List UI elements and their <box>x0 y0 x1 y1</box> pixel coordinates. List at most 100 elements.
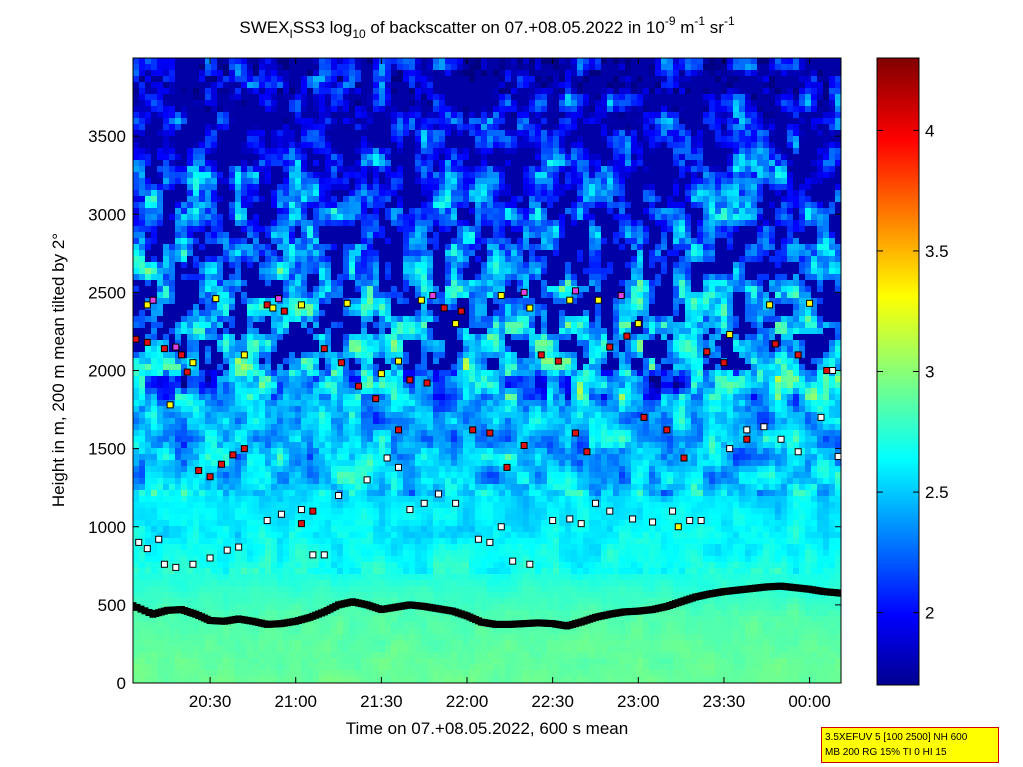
heatmap-cell <box>211 634 217 640</box>
heatmap-cell <box>133 202 139 208</box>
heatmap-cell <box>409 106 415 112</box>
heatmap-cell <box>331 640 337 646</box>
heatmap-cell <box>187 262 193 268</box>
heatmap-cell <box>379 328 385 334</box>
heatmap-cell <box>277 130 283 136</box>
heatmap-cell <box>367 364 373 370</box>
heatmap-cell <box>217 628 223 634</box>
heatmap-cell <box>361 526 367 532</box>
heatmap-cell <box>271 586 277 592</box>
heatmap-cell <box>379 70 385 76</box>
heatmap-cell <box>265 412 271 418</box>
heatmap-cell <box>217 538 223 544</box>
heatmap-cell <box>295 166 301 172</box>
heatmap-cell <box>343 616 349 622</box>
heatmap-cell <box>355 106 361 112</box>
heatmap-cell <box>373 400 379 406</box>
heatmap-cell <box>139 484 145 490</box>
heatmap-cell <box>331 490 337 496</box>
heatmap-cell <box>169 460 175 466</box>
heatmap-cell <box>139 214 145 220</box>
heatmap-cell <box>349 616 355 622</box>
heatmap-cell <box>349 286 355 292</box>
heatmap-cell <box>235 604 241 610</box>
heatmap-cell <box>187 310 193 316</box>
heatmap-cell <box>397 250 403 256</box>
heatmap-cell <box>235 568 241 574</box>
heatmap-cell <box>313 490 319 496</box>
heatmap-cell <box>193 136 199 142</box>
heatmap-cell <box>235 178 241 184</box>
heatmap-cell <box>229 118 235 124</box>
heatmap-cell <box>295 370 301 376</box>
heatmap-cell <box>385 298 391 304</box>
heatmap-cell <box>265 88 271 94</box>
heatmap-cell <box>289 610 295 616</box>
heatmap-cell <box>391 292 397 298</box>
heatmap-cell <box>367 352 373 358</box>
heatmap-cell <box>385 160 391 166</box>
heatmap-cell <box>415 268 421 274</box>
heatmap-cell <box>409 124 415 130</box>
heatmap-cell <box>283 502 289 508</box>
heatmap-cell <box>187 550 193 556</box>
heatmap-cell <box>259 334 265 340</box>
heatmap-cell <box>373 334 379 340</box>
heatmap-cell <box>313 112 319 118</box>
heatmap-cell <box>181 664 187 670</box>
heatmap-cell <box>217 604 223 610</box>
heatmap-cell <box>337 184 343 190</box>
heatmap-cell <box>277 190 283 196</box>
heatmap-cell <box>175 76 181 82</box>
heatmap-cell <box>313 496 319 502</box>
heatmap-cell <box>229 442 235 448</box>
heatmap-cell <box>319 514 325 520</box>
heatmap-cell <box>409 568 415 574</box>
heatmap-cell <box>373 514 379 520</box>
heatmap-cell <box>265 580 271 586</box>
heatmap-cell <box>409 556 415 562</box>
heatmap-cell <box>235 514 241 520</box>
heatmap-cell <box>331 178 337 184</box>
heatmap-cell <box>283 64 289 70</box>
heatmap-cell <box>139 292 145 298</box>
heatmap-cell <box>253 484 259 490</box>
heatmap-cell <box>385 370 391 376</box>
heatmap-cell <box>151 514 157 520</box>
heatmap-cell <box>205 490 211 496</box>
heatmap-cell <box>163 652 169 658</box>
heatmap-cell <box>361 166 367 172</box>
heatmap-cell <box>163 82 169 88</box>
heatmap-cell <box>145 328 151 334</box>
heatmap-cell <box>391 478 397 484</box>
heatmap-cell <box>199 478 205 484</box>
heatmap-cell <box>373 496 379 502</box>
heatmap-cell <box>415 232 421 238</box>
heatmap-cell <box>217 634 223 640</box>
heatmap-cell <box>355 130 361 136</box>
heatmap-cell <box>385 118 391 124</box>
heatmap-cell <box>409 172 415 178</box>
heatmap-cell <box>199 190 205 196</box>
heatmap-cell <box>337 676 343 682</box>
heatmap-cell <box>139 550 145 556</box>
heatmap-cell <box>259 196 265 202</box>
heatmap-cell <box>391 598 397 604</box>
heatmap-cell <box>271 502 277 508</box>
heatmap-cell <box>211 442 217 448</box>
heatmap-cell <box>307 478 313 484</box>
heatmap-cell <box>139 250 145 256</box>
heatmap-cell <box>169 406 175 412</box>
heatmap-cell <box>229 406 235 412</box>
heatmap-cell <box>247 286 253 292</box>
heatmap-cell <box>283 394 289 400</box>
heatmap-cell <box>409 640 415 646</box>
heatmap-cell <box>151 466 157 472</box>
heatmap-cell <box>151 568 157 574</box>
heatmap-cell <box>157 556 163 562</box>
heatmap-cell <box>307 298 313 304</box>
heatmap-cell <box>175 64 181 70</box>
heatmap-cell <box>409 208 415 214</box>
heatmap-cell <box>379 154 385 160</box>
heatmap-cell <box>409 316 415 322</box>
